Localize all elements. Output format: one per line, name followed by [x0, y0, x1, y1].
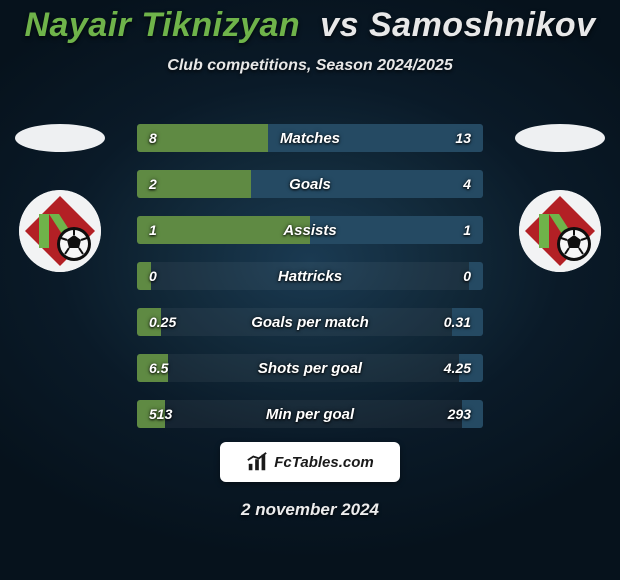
club-badge-left	[19, 190, 101, 272]
stat-value-left: 513	[149, 400, 172, 428]
club-crest-icon	[19, 190, 101, 272]
player2-name: Samoshnikov	[369, 6, 596, 44]
left-player-column	[15, 124, 105, 272]
stat-label: Goals per match	[137, 308, 483, 336]
right-player-column	[515, 124, 605, 272]
stat-value-right: 293	[448, 400, 471, 428]
brand-box: FcTables.com	[220, 442, 400, 482]
stat-row: 6.5 4.25Shots per goal	[137, 354, 483, 382]
stat-value-right: 1	[463, 216, 471, 244]
stat-value-left: 6.5	[149, 354, 168, 382]
stat-row: 24Goals	[137, 170, 483, 198]
subtitle: Club competitions, Season 2024/2025	[0, 57, 620, 75]
stat-value-left: 2	[149, 170, 157, 198]
stat-label: Hattricks	[137, 262, 483, 290]
stat-value-left: 0	[149, 262, 157, 290]
content: Nayair Tiknizyan vs Samoshnikov Club compe…	[0, 0, 620, 580]
stat-value-left: 1	[149, 216, 157, 244]
brand-chart-icon	[246, 451, 268, 473]
brand-text: FcTables.com	[274, 454, 373, 471]
stat-value-right: 0	[463, 262, 471, 290]
stat-row: 813Matches	[137, 124, 483, 152]
stat-label: Shots per goal	[137, 354, 483, 382]
stat-fill-right	[310, 216, 483, 244]
stat-value-right: 0.31	[444, 308, 471, 336]
stat-row: 0 0Hattricks	[137, 262, 483, 290]
stat-row: 0.25 0.31Goals per match	[137, 308, 483, 336]
stat-label: Min per goal	[137, 400, 483, 428]
stat-value-right: 13	[455, 124, 471, 152]
stat-fill-right	[251, 170, 483, 198]
stat-value-right: 4.25	[444, 354, 471, 382]
stat-fill-left	[137, 216, 310, 244]
club-badge-right	[519, 190, 601, 272]
footer-date: 2 november 2024	[0, 500, 620, 520]
player-silhouette-right	[515, 124, 605, 152]
player-silhouette-left	[15, 124, 105, 152]
stat-value-left: 0.25	[149, 308, 176, 336]
comparison-bars: 813Matches24Goals11Assists00Hattricks0.2…	[137, 124, 483, 446]
page-title: Nayair Tiknizyan vs Samoshnikov	[0, 0, 620, 45]
stat-row: 11Assists	[137, 216, 483, 244]
player1-name: Nayair Tiknizyan	[24, 6, 300, 44]
stat-value-left: 8	[149, 124, 157, 152]
vs-text: vs	[320, 6, 359, 44]
stat-row: 513 293Min per goal	[137, 400, 483, 428]
club-crest-icon	[519, 190, 601, 272]
stat-fill-right	[469, 262, 483, 290]
stat-value-right: 4	[463, 170, 471, 198]
stat-fill-right	[268, 124, 483, 152]
